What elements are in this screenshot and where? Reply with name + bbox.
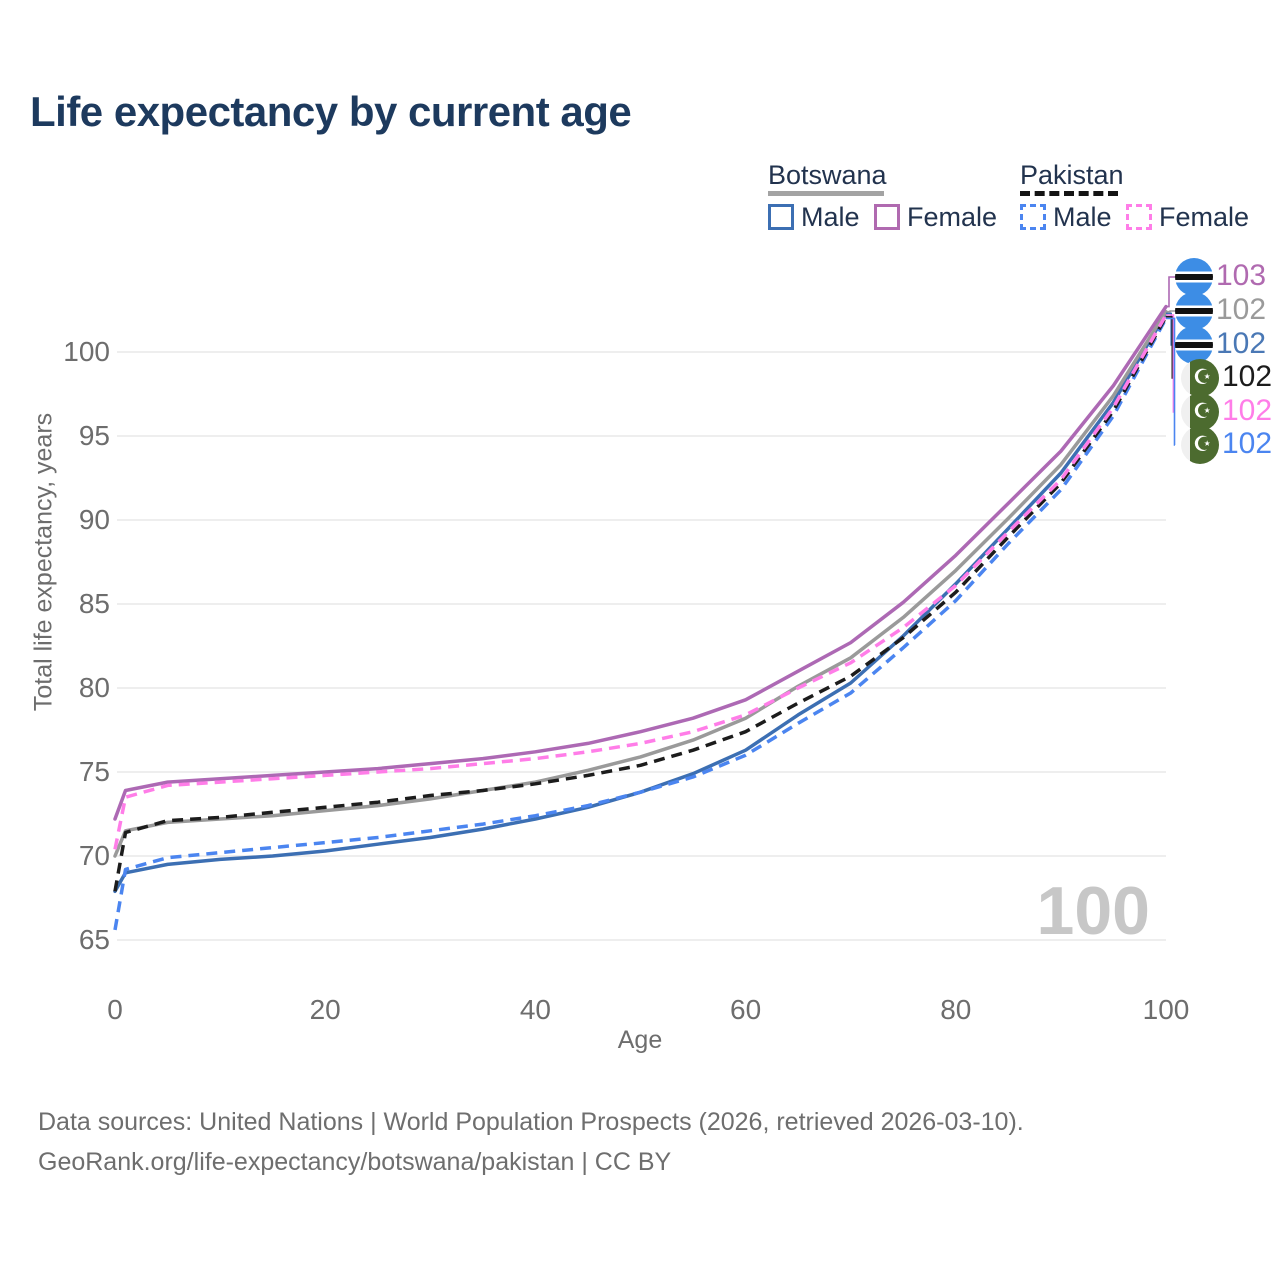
end-label-botswana-both: 102 (1216, 293, 1267, 326)
y-tick-85: 85 (78, 588, 110, 619)
series-line-botswana-male (113, 311, 1168, 894)
x-tick-20: 20 (309, 994, 341, 1025)
botswana-flag-icon (1175, 258, 1213, 296)
y-tick-75: 75 (78, 756, 110, 787)
series-line-pakistan (113, 315, 1168, 892)
x-axis-title: Age (617, 1026, 663, 1054)
x-tick-0: 0 (107, 994, 123, 1025)
pakistan-flag-icon (1181, 359, 1219, 397)
y-tick-65: 65 (78, 924, 110, 955)
footer-data-sources: Data sources: United Nations | World Pop… (38, 1108, 1024, 1136)
legend-item-botswana-female[interactable]: Female (907, 202, 998, 232)
legend-botswana-solid-line-swatch (768, 191, 884, 196)
legend-swatch-pakistan-female[interactable] (1126, 204, 1152, 230)
legend-swatch-botswana-female[interactable] (874, 204, 900, 230)
age-watermark: 100 (1036, 873, 1150, 949)
page-title: Life expectancy by current age (30, 88, 632, 135)
legend-pakistan-dashed-line-swatch (1020, 191, 1118, 196)
x-tick-100: 100 (1142, 994, 1190, 1025)
legend-swatch-pakistan-male[interactable] (1020, 204, 1046, 230)
pakistan-flag-icon (1181, 426, 1219, 464)
y-tick-90: 90 (78, 504, 110, 535)
end-label-botswana-female: 103 (1216, 259, 1267, 292)
legend-item-pakistan-female[interactable]: Female (1159, 202, 1250, 232)
legend-item-botswana-male[interactable]: Male (801, 202, 860, 232)
end-label-pakistan-male: 102 (1222, 427, 1273, 460)
y-tick-95: 95 (78, 420, 110, 451)
leader-line-1 (1166, 310, 1175, 313)
end-label-pakistan-both: 102 (1222, 360, 1273, 393)
botswana-flag-icon (1175, 326, 1213, 364)
y-tick-100: 100 (63, 336, 110, 367)
legend-item-pakistan-male[interactable]: Male (1053, 202, 1112, 232)
end-label-botswana-male: 102 (1216, 327, 1267, 360)
series-line-pakistan-male (113, 317, 1168, 931)
botswana-flag-icon (1175, 292, 1213, 330)
x-tick-40: 40 (519, 994, 551, 1025)
x-tick-80: 80 (940, 994, 972, 1025)
series-line-botswana-female (113, 304, 1168, 821)
legend-swatch-botswana-male[interactable] (768, 204, 794, 230)
y-tick-80: 80 (78, 672, 110, 703)
end-label-pakistan-female: 102 (1222, 394, 1273, 427)
leader-line-5 (1166, 317, 1176, 446)
series-line-pakistan-female (113, 314, 1168, 850)
y-tick-70: 70 (78, 840, 110, 871)
x-tick-60: 60 (730, 994, 762, 1025)
legend-group-pakistan-label: Pakistan (1020, 160, 1124, 190)
series-line-botswana (113, 309, 1168, 858)
leader-line-0 (1166, 276, 1175, 308)
y-axis-title: Total life expectancy, years (29, 412, 58, 712)
pakistan-flag-icon (1181, 393, 1219, 431)
footer-attribution: GeoRank.org/life-expectancy/botswana/pak… (38, 1148, 672, 1176)
legend-group-botswana-label: Botswana (768, 160, 887, 190)
